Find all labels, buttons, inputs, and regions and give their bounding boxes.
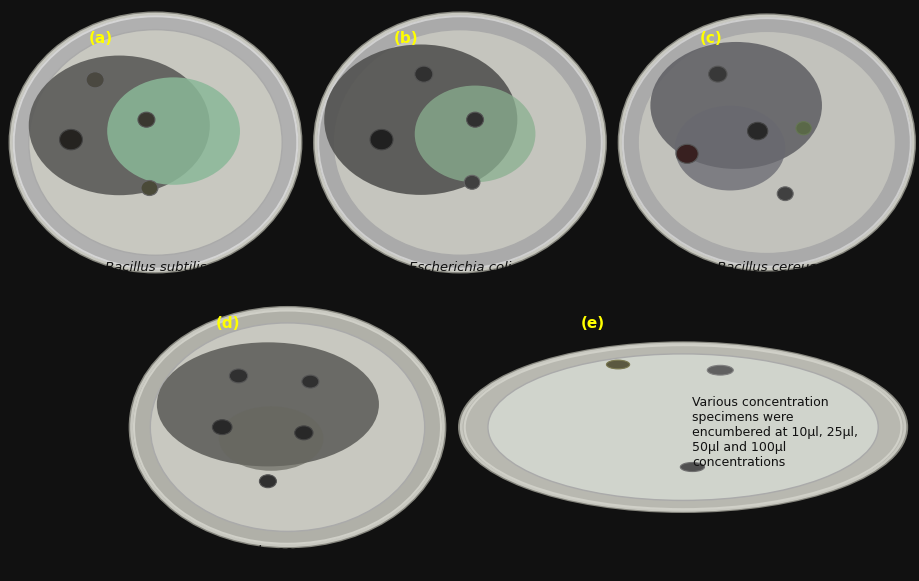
Ellipse shape xyxy=(212,419,232,435)
Ellipse shape xyxy=(675,144,698,163)
Ellipse shape xyxy=(315,13,604,271)
Text: Escherichia coli: Escherichia coli xyxy=(408,260,511,274)
Ellipse shape xyxy=(487,354,878,500)
Ellipse shape xyxy=(464,175,480,189)
Ellipse shape xyxy=(747,123,766,140)
Ellipse shape xyxy=(708,66,726,82)
Ellipse shape xyxy=(294,426,312,440)
Ellipse shape xyxy=(108,77,240,185)
Text: (c): (c) xyxy=(698,31,721,46)
Text: Bacillus subtilis: Bacillus subtilis xyxy=(105,260,206,274)
Text: Various concentration
specimens were
encumbered at 10μl, 25μl,
50μl and 100μl
co: Various concentration specimens were enc… xyxy=(692,396,857,469)
Ellipse shape xyxy=(301,375,319,388)
Ellipse shape xyxy=(795,121,811,135)
Ellipse shape xyxy=(141,181,158,196)
Ellipse shape xyxy=(219,406,323,471)
Ellipse shape xyxy=(460,343,905,511)
Ellipse shape xyxy=(86,72,104,88)
Ellipse shape xyxy=(60,130,83,150)
Ellipse shape xyxy=(11,13,300,271)
Text: Bacillus cereus: Bacillus cereus xyxy=(717,260,815,274)
Ellipse shape xyxy=(157,342,379,467)
Ellipse shape xyxy=(28,56,210,195)
Ellipse shape xyxy=(369,130,392,150)
Ellipse shape xyxy=(333,30,586,255)
Ellipse shape xyxy=(414,66,432,82)
Ellipse shape xyxy=(259,475,276,487)
Ellipse shape xyxy=(777,187,792,200)
Text: (a): (a) xyxy=(89,31,113,46)
Ellipse shape xyxy=(675,106,784,191)
Ellipse shape xyxy=(638,31,894,253)
Ellipse shape xyxy=(150,323,425,532)
Ellipse shape xyxy=(130,308,444,546)
Ellipse shape xyxy=(229,369,247,383)
Text: (b): (b) xyxy=(393,31,418,46)
Ellipse shape xyxy=(606,360,629,369)
Ellipse shape xyxy=(323,45,516,195)
Ellipse shape xyxy=(414,85,535,182)
Ellipse shape xyxy=(28,30,282,255)
Ellipse shape xyxy=(619,16,913,270)
Ellipse shape xyxy=(679,462,704,472)
Ellipse shape xyxy=(650,42,821,169)
Ellipse shape xyxy=(707,365,732,375)
Text: (e): (e) xyxy=(580,315,605,331)
Ellipse shape xyxy=(138,112,154,127)
Text: Staphylococcus aureus: Staphylococcus aureus xyxy=(210,545,364,558)
Text: (d): (d) xyxy=(215,315,240,331)
Ellipse shape xyxy=(466,112,483,127)
